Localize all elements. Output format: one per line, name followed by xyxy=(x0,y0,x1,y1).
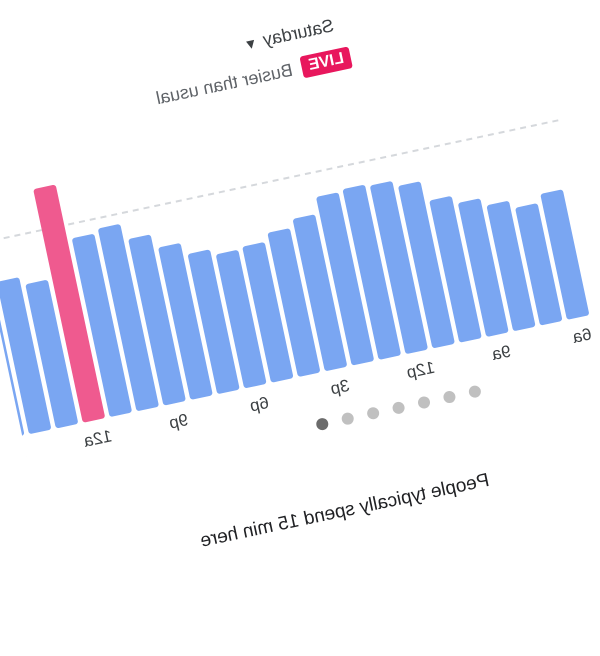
hour-bar[interactable] xyxy=(540,189,589,320)
page-dot[interactable] xyxy=(340,411,355,426)
x-tick-label: 9a xyxy=(490,342,513,365)
x-tick-label: 9p xyxy=(167,410,189,433)
x-tick-label: 6a xyxy=(570,324,593,347)
hour-bar[interactable] xyxy=(429,196,482,343)
page-dot[interactable] xyxy=(366,406,381,421)
x-tick-label: 3a xyxy=(5,444,28,467)
hour-bar[interactable] xyxy=(98,224,159,412)
hour-bar[interactable] xyxy=(158,243,213,400)
live-hour-bar[interactable] xyxy=(33,184,105,423)
peak-line xyxy=(0,119,559,257)
hour-bar[interactable] xyxy=(128,234,186,406)
x-tick-label: 3p xyxy=(329,376,351,399)
hour-bar[interactable] xyxy=(342,185,401,360)
hour-bar[interactable] xyxy=(370,181,428,354)
x-tick-label: 12a xyxy=(82,426,114,451)
hour-bar[interactable] xyxy=(72,234,132,418)
hour-bar[interactable] xyxy=(267,228,320,377)
x-tick-label: 6p xyxy=(248,393,270,416)
hour-bar[interactable] xyxy=(0,277,51,434)
hour-bar[interactable] xyxy=(187,249,240,394)
page-dot[interactable] xyxy=(467,384,482,399)
page-dot[interactable] xyxy=(442,389,457,405)
hour-bar[interactable] xyxy=(292,214,347,371)
hour-bar[interactable] xyxy=(316,192,374,366)
hour-bar[interactable] xyxy=(216,250,267,389)
hour-bar[interactable] xyxy=(242,242,294,383)
page-dot[interactable] xyxy=(391,400,406,415)
x-tick-label: 12p xyxy=(405,358,437,382)
page-dot[interactable] xyxy=(416,395,432,410)
hour-bar[interactable] xyxy=(25,280,78,429)
hour-bar[interactable] xyxy=(458,198,509,337)
hour-bar[interactable] xyxy=(486,201,536,332)
hour-bar[interactable] xyxy=(398,181,455,348)
page-dot[interactable] xyxy=(315,416,330,432)
hour-bar[interactable] xyxy=(515,203,563,326)
